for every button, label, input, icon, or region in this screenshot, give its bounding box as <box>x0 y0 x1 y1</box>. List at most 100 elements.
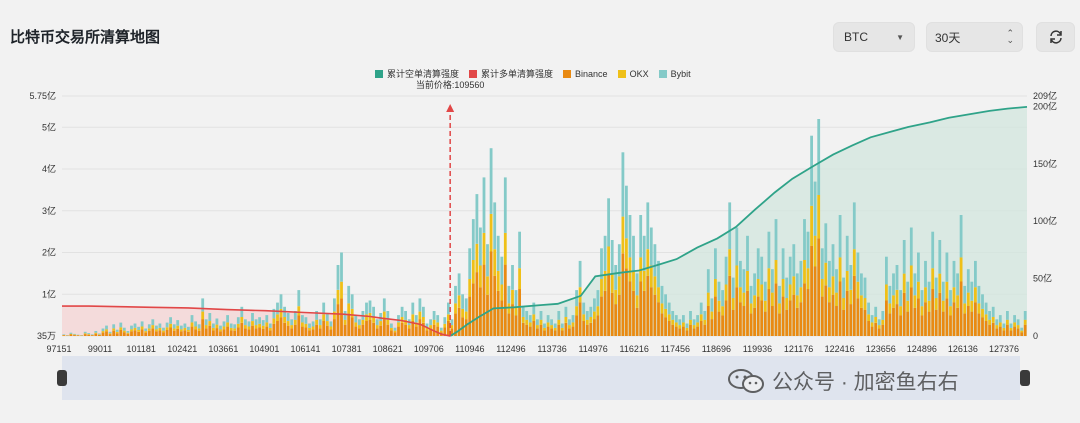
liquidation-bar-segment <box>849 289 853 305</box>
liquidation-bar-segment <box>518 289 521 336</box>
liquidation-bar-segment <box>479 287 482 336</box>
liquidation-bar-segment <box>450 325 454 329</box>
liquidation-bar-segment <box>717 281 721 301</box>
liquidation-bar-segment <box>340 252 343 282</box>
liquidation-bar-segment <box>471 260 475 284</box>
liquidation-bar-segment <box>625 238 628 269</box>
liquidation-bar-segment <box>126 331 130 333</box>
wechat-icon <box>728 369 764 393</box>
liquidation-bar-segment <box>201 311 205 320</box>
liquidation-bar-segment <box>130 331 133 336</box>
liquidation-bar-segment <box>1006 319 1009 325</box>
liquidation-bar-segment <box>90 334 94 335</box>
navigator-right-handle[interactable] <box>1020 370 1030 386</box>
liquidation-bar-segment <box>849 304 853 336</box>
liquidation-bar-segment <box>147 330 151 336</box>
liquidation-bar-segment <box>888 303 892 314</box>
liquidation-bar-segment <box>546 326 550 336</box>
legend-item[interactable]: 累计空单清算强度 <box>375 67 459 80</box>
liquidation-bar-segment <box>297 315 301 336</box>
liquidation-bar-segment <box>671 319 675 325</box>
liquidation-bar-segment <box>375 325 379 329</box>
liquidation-bar-segment <box>162 330 165 333</box>
liquidation-bar-segment <box>73 335 76 336</box>
range-select[interactable]: 30天 ⌃ ⌄ <box>926 22 1023 52</box>
legend-item[interactable]: 累计多单清算强度 <box>469 67 553 80</box>
liquidation-bar-segment <box>635 295 639 308</box>
liquidation-bar-segment <box>169 323 172 328</box>
liquidation-bar-segment <box>162 332 165 336</box>
liquidation-bar-segment <box>959 281 963 336</box>
liquidation-bar-segment <box>767 268 771 290</box>
liquidation-bar-segment <box>240 317 244 323</box>
liquidation-bar-segment <box>657 302 660 336</box>
liquidation-bar-segment <box>254 325 258 329</box>
liquidation-bar-segment <box>792 276 796 295</box>
liquidation-bar-segment <box>934 277 938 299</box>
liquidation-bar-segment <box>810 245 813 336</box>
liquidation-bar-segment <box>286 313 290 321</box>
liquidation-bar-segment <box>696 315 699 323</box>
liquidation-bar-segment <box>610 273 614 293</box>
liquidation-bar-segment <box>714 248 717 279</box>
liquidation-bar-segment <box>94 331 98 333</box>
liquidation-bar-segment <box>390 327 393 331</box>
liquidation-bar-segment <box>393 327 397 331</box>
liquidation-bar-segment <box>233 324 237 329</box>
liquidation-bar-segment <box>564 317 568 323</box>
liquidation-bar-segment <box>550 319 553 326</box>
liquidation-bar-segment <box>578 302 582 336</box>
liquidation-bar-segment <box>920 315 924 336</box>
liquidation-bar-segment <box>322 314 326 321</box>
liquidation-bar-segment <box>347 285 351 304</box>
liquidation-bar-segment <box>863 277 867 299</box>
navigator-left-handle[interactable] <box>57 370 67 386</box>
liquidation-bar-segment <box>90 335 94 336</box>
liquidation-bar-segment <box>286 325 290 336</box>
liquidation-bar-segment <box>706 305 710 336</box>
liquidation-bar-segment <box>1009 323 1013 328</box>
y-left-tick-label: 2亿 <box>42 247 56 258</box>
liquidation-bar-segment <box>931 231 935 269</box>
liquidation-bar-segment <box>290 325 294 329</box>
liquidation-bar-segment <box>1006 311 1009 320</box>
legend-item[interactable]: Binance <box>563 67 608 80</box>
liquidation-bar-segment <box>1009 327 1013 331</box>
liquidation-bar-segment <box>760 284 764 301</box>
liquidation-bar-segment <box>226 326 229 336</box>
liquidation-bar-segment <box>667 302 671 315</box>
coin-select[interactable]: BTC ▼ <box>833 22 915 52</box>
liquidation-bar-segment <box>934 309 938 336</box>
liquidation-bar-segment <box>418 298 422 312</box>
liquidation-bar-segment <box>379 313 383 321</box>
x-tick-label: 122416 <box>825 344 855 354</box>
liquidation-bar-segment <box>888 285 892 304</box>
liquidation-bar-segment <box>920 306 924 316</box>
liquidation-bar-segment <box>1020 327 1024 331</box>
liquidation-bar-segment <box>414 322 418 327</box>
liquidation-bar-segment <box>828 287 831 303</box>
liquidation-bar-segment <box>194 329 197 336</box>
x-tick-label: 121176 <box>784 344 813 354</box>
liquidation-bar-segment <box>187 331 190 336</box>
range-navigator[interactable] <box>62 356 1020 400</box>
refresh-button[interactable] <box>1036 22 1075 52</box>
liquidation-bar-segment <box>201 298 205 312</box>
legend-item[interactable]: OKX <box>617 67 649 80</box>
legend-item[interactable]: Bybit <box>658 67 691 80</box>
liquidation-bar-segment <box>870 315 874 323</box>
liquidation-bar-segment <box>457 295 461 308</box>
liquidation-bar-segment <box>347 303 351 314</box>
liquidation-bar-segment <box>885 256 888 285</box>
liquidation-bar-segment <box>247 321 251 327</box>
liquidation-bar-segment <box>165 330 169 336</box>
liquidation-bar-segment <box>482 264 486 336</box>
liquidation-bar-segment <box>682 315 685 323</box>
liquidation-bar-segment <box>318 319 322 326</box>
liquidation-bar-segment <box>1020 330 1024 333</box>
liquidation-bar-segment <box>831 244 835 277</box>
liquidation-bar-segment <box>756 296 760 336</box>
chevron-down-icon: ▼ <box>896 32 904 42</box>
liquidation-bar-segment <box>931 268 935 290</box>
liquidation-bar-segment <box>977 285 981 304</box>
